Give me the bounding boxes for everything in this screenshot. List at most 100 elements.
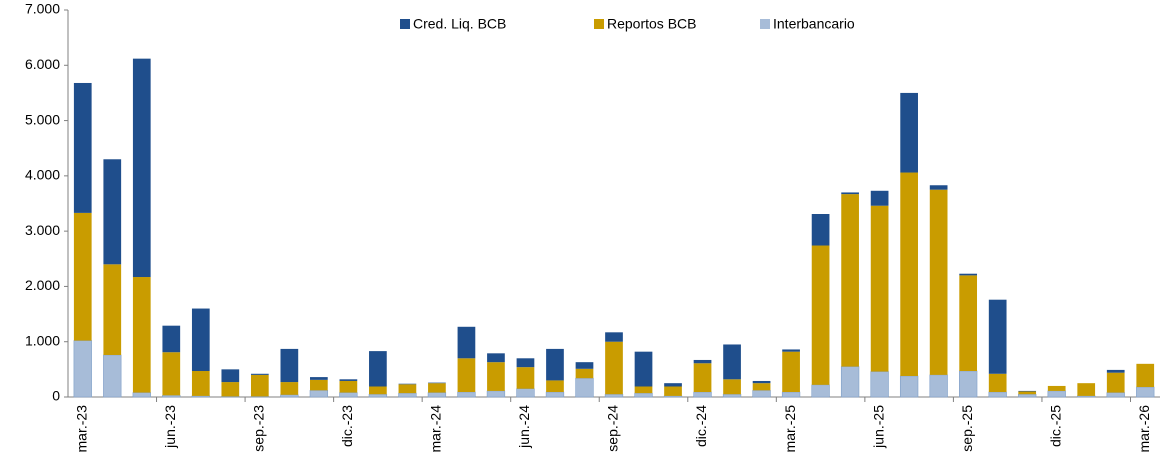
bar-segment [428,382,446,384]
bar-segment [870,371,889,398]
bar-segment [280,348,299,383]
bar-segment [457,358,476,393]
bar-segment [634,386,653,394]
bar-segment [103,354,122,398]
bar-segment [841,192,859,195]
bar-segment [663,395,683,398]
bar-segment [132,392,151,398]
y-tick-label: 1.000 [25,332,60,348]
bar-segment [604,393,624,398]
bar-segment [664,386,682,396]
bar-segment [310,377,328,380]
bar-segment [132,277,151,393]
bar-segment [250,396,269,398]
x-tick-label: sep.-23 [251,405,267,452]
bar-segment [782,351,800,393]
bar-segment [73,82,92,213]
x-tick-label: jun.-24 [516,405,532,449]
bar-segment [486,390,506,398]
bar-segment [1018,390,1037,392]
bar-segment [929,374,948,398]
bar-segment [575,362,594,369]
legend-label: Interbancario [773,16,855,32]
bar-segment [103,159,122,265]
bar-segment [369,386,387,395]
bar-segment [605,332,623,342]
bar-segment [693,391,712,398]
bar-segment [752,383,771,391]
bar-segment [339,392,358,398]
bar-segment [487,353,505,363]
bar-segment [427,392,447,398]
y-tick-label: 3.000 [25,222,60,238]
x-tick-label: mar.-26 [1136,405,1152,453]
bar-segment [752,380,771,384]
bar-segment [575,368,594,379]
bar-segment [959,273,978,276]
x-tick-label: jun.-23 [162,405,178,449]
bar-segment [546,348,564,381]
bar-segment [1106,392,1125,398]
bar-segment [959,370,978,398]
bar-segment [723,344,741,380]
bar-segment [546,380,564,393]
bar-segment [191,395,210,398]
bar-segment [310,379,328,391]
bar-segment [1047,385,1066,391]
y-tick-label: 6.000 [25,56,60,72]
bar-segment [280,394,299,398]
bar-segment [1047,390,1066,398]
bar-segment [457,326,476,359]
bar-segment [369,351,387,387]
bar-segment [428,383,446,393]
x-tick-label: dic.-24 [693,405,709,447]
bar-segment [516,367,535,389]
legend-swatch [400,19,410,29]
legend-label: Cred. Liq. BCB [413,16,506,32]
bar-segment [487,362,505,391]
bar-segment [191,371,210,396]
legend-label: Reportos BCB [607,16,696,32]
y-tick-label: 7.000 [25,1,60,17]
bar-segment [398,384,417,394]
bar-segment [575,377,594,398]
bar-segment [782,349,800,352]
x-tick-label: sep.-24 [605,405,621,452]
bar-segment [752,390,771,398]
x-tick-label: dic.-25 [1047,405,1063,447]
bar-segment [693,363,712,393]
bar-segment [368,393,388,398]
bar-segment [162,352,181,396]
bar-segment [457,391,476,398]
bar-segment [693,359,712,364]
bar-segment [929,189,948,375]
bar-segment [959,275,978,372]
bar-segment [516,388,535,398]
bar-segment [781,391,801,398]
y-tick-label: 0 [52,388,60,404]
bar-segment [899,375,919,398]
x-tick-label: sep.-25 [959,405,975,452]
bar-segment [870,190,889,206]
bar-segment [811,384,830,398]
bar-segment [103,264,122,355]
bar-segment [1106,369,1125,373]
legend-swatch [594,19,604,29]
bar-segment [191,308,210,372]
bar-segment [870,205,889,372]
bar-segment [162,395,181,398]
bar-segment [250,374,269,397]
bar-segment [605,341,623,395]
bar-segment [988,373,1007,393]
bar-segment [280,382,299,395]
x-tick-label: jun.-25 [870,405,886,449]
bar-segment [73,212,92,341]
bar-segment [722,393,742,398]
x-tick-label: mar.-23 [73,405,89,453]
bar-segment [221,369,240,383]
bar-segment [1136,363,1155,388]
bar-segment [1077,395,1096,398]
bar-segment [1136,386,1155,398]
bar-segment [988,299,1007,374]
